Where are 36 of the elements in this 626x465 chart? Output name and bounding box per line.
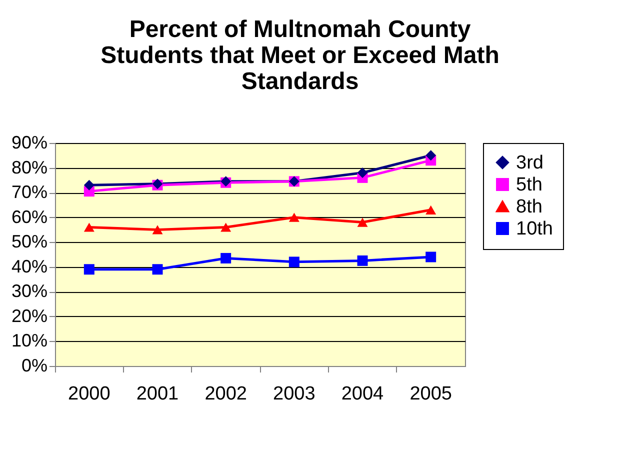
point [426,205,436,214]
legend-label: 3rd [516,152,544,174]
y-tick-label: 30% [11,281,48,302]
y-tick-label: 20% [11,306,48,326]
y-tick-label: 90% [11,132,48,152]
point [84,180,94,190]
legend-label: 8th [516,196,542,218]
y-tick-label: 60% [11,206,48,227]
point [152,225,163,234]
point [426,150,436,161]
y-tick-label: 80% [11,157,48,178]
x-tick-label: 2002 [204,384,247,404]
y-tick-label: 10% [11,330,48,351]
x-tick-label: 2001 [136,384,179,404]
point [152,264,163,275]
chart-title: Percent of Multnomah County Students that Meet or Exceed Math Standards [100,16,500,95]
point [357,167,368,178]
x-tick-label: 2003 [273,384,316,404]
point [84,264,94,275]
point [288,256,300,268]
x-tick-label: 2005 [410,384,452,404]
y-tick-label: 50% [11,232,48,252]
point [220,222,232,232]
x-tick-label: 2000 [68,384,110,404]
point [288,212,300,222]
point [426,252,436,262]
legend-label: 5th [516,174,542,196]
point [357,218,368,227]
y-tick-label: 70% [11,182,48,202]
point [357,255,368,266]
y-tick-label: 40% [11,256,48,276]
point [220,252,232,264]
y-tick-label: 0% [21,356,48,376]
x-tick-label: 2004 [341,384,384,404]
legend-label: 10th [516,218,553,240]
point [84,222,94,232]
